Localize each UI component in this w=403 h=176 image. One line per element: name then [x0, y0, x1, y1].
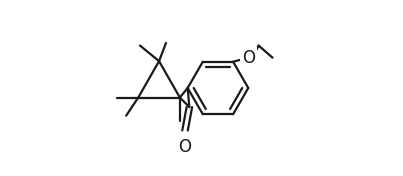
- Text: O: O: [179, 138, 191, 156]
- Text: O: O: [242, 49, 255, 67]
